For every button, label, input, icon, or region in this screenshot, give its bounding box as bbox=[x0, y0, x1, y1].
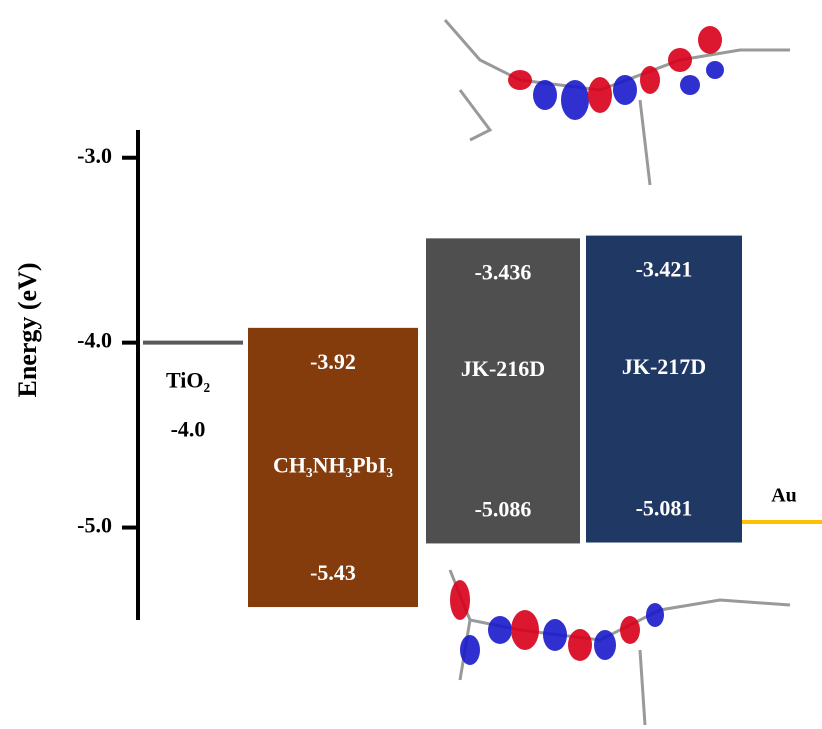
y-tick-label: -5.0 bbox=[77, 513, 112, 538]
y-tick-label: -3.0 bbox=[77, 143, 112, 168]
y-axis-label: Energy (eV) bbox=[13, 262, 42, 397]
band-top-label: -3.421 bbox=[636, 257, 693, 282]
band-name: CH₃NH₃PbI₃ bbox=[273, 452, 393, 477]
band-bottom-label: -5.081 bbox=[636, 496, 693, 521]
band-top-label: -3.436 bbox=[475, 259, 532, 284]
y-tick-label: -4.0 bbox=[77, 328, 112, 353]
chart: Energy (eV) -3.0 -4.0 -5.0 -3.92 -5.43 CH₃NH₃… bbox=[0, 0, 822, 729]
molecule-top bbox=[445, 20, 790, 185]
band-name: JK-216D bbox=[461, 356, 545, 381]
level-name: TiO₂ bbox=[166, 368, 211, 393]
level-value: -4.0 bbox=[171, 417, 206, 442]
molecule-bottom bbox=[450, 570, 790, 725]
band-top-label: -3.92 bbox=[310, 349, 356, 374]
band-bottom-label: -5.086 bbox=[475, 496, 532, 521]
level-name: Au bbox=[771, 485, 797, 507]
band-bottom-label: -5.43 bbox=[310, 560, 356, 585]
band-name: JK-217D bbox=[622, 354, 706, 379]
